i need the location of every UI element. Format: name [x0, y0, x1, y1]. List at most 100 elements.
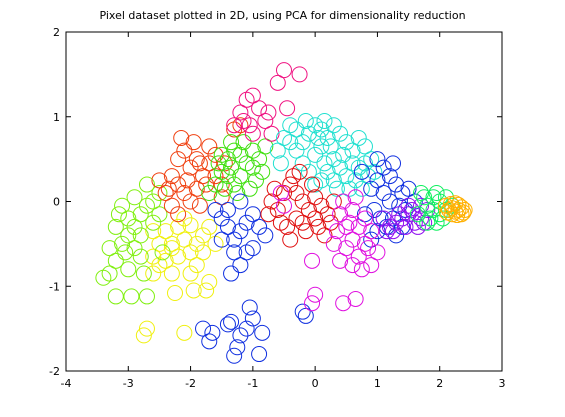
data-point [195, 168, 212, 185]
data-point [226, 347, 243, 364]
data-point [232, 223, 249, 240]
data-point [347, 172, 364, 189]
data-point [229, 339, 246, 356]
data-point [310, 218, 327, 235]
data-point [335, 146, 352, 163]
data-point [313, 197, 330, 214]
data-point [188, 235, 205, 252]
data-point [235, 112, 252, 129]
data-point [182, 217, 199, 234]
data-point [176, 231, 193, 248]
data-point [223, 159, 240, 176]
data-point [397, 218, 414, 235]
data-point [325, 151, 342, 168]
data-point [366, 201, 383, 218]
data-point [413, 197, 430, 214]
chart-title: Pixel dataset plotted in 2D, using PCA f… [99, 9, 466, 22]
data-point [226, 117, 243, 134]
data-point [173, 129, 190, 146]
data-point [316, 112, 333, 129]
data-point [163, 265, 180, 282]
data-point [269, 142, 286, 159]
data-point [182, 193, 199, 210]
data-point [341, 214, 358, 231]
data-point [356, 138, 373, 155]
data-point [300, 163, 317, 180]
data-point [244, 206, 261, 223]
data-point [188, 180, 205, 197]
data-point [344, 257, 361, 274]
data-point [219, 316, 236, 333]
data-point [257, 227, 274, 244]
data-point [151, 185, 168, 202]
data-point [279, 218, 296, 235]
data-point [145, 193, 162, 210]
data-point [450, 196, 467, 213]
x-tick-label: 2 [436, 377, 443, 390]
y-tick-label: -1 [49, 280, 60, 293]
data-point [170, 151, 187, 168]
data-point [304, 252, 321, 269]
data-point [213, 210, 230, 227]
data-point [241, 299, 258, 316]
data-point [254, 163, 271, 180]
data-point [369, 244, 386, 261]
data-point [226, 244, 243, 261]
data-point [428, 185, 445, 202]
data-point [272, 155, 289, 172]
data-point [319, 129, 336, 146]
data-point [201, 274, 218, 291]
data-point [375, 159, 392, 176]
data-point [135, 327, 152, 344]
data-point [338, 240, 355, 257]
x-tick-label: -1 [247, 377, 258, 390]
data-point [282, 231, 299, 248]
data-point [195, 227, 212, 244]
data-point [117, 244, 134, 261]
data-point [195, 244, 212, 261]
data-point [126, 189, 143, 206]
data-point [307, 146, 324, 163]
data-point [325, 193, 342, 210]
data-point [338, 134, 355, 151]
data-point [238, 244, 255, 261]
data-point [257, 112, 274, 129]
data-point [328, 180, 345, 197]
data-point [232, 146, 249, 163]
data-point [276, 197, 292, 214]
data-point [400, 197, 417, 214]
data-point [313, 138, 330, 155]
data-point [363, 180, 380, 197]
data-point [226, 231, 243, 248]
data-point [388, 227, 405, 244]
data-point [201, 333, 218, 350]
data-point [335, 193, 352, 210]
data-point [226, 176, 243, 193]
data-point [235, 134, 252, 151]
data-point [356, 206, 373, 223]
data-point [353, 261, 370, 278]
data-point [154, 244, 171, 261]
data-point [232, 193, 249, 210]
x-tick-label: 0 [312, 377, 319, 390]
data-point [288, 185, 305, 202]
data-point [232, 104, 249, 121]
data-point [101, 265, 118, 282]
data-point [219, 218, 236, 235]
data-point [344, 201, 361, 218]
data-point [151, 257, 168, 274]
data-point [120, 227, 137, 244]
data-point [107, 288, 124, 305]
data-point [163, 168, 180, 185]
data-point [120, 210, 137, 227]
data-point [297, 112, 314, 129]
data-point [400, 206, 417, 223]
data-point [297, 307, 314, 324]
data-point [263, 125, 280, 142]
data-point [170, 248, 187, 265]
data-point [126, 240, 143, 257]
data-point [232, 257, 249, 274]
data-point [251, 100, 268, 117]
data-point [191, 155, 208, 172]
